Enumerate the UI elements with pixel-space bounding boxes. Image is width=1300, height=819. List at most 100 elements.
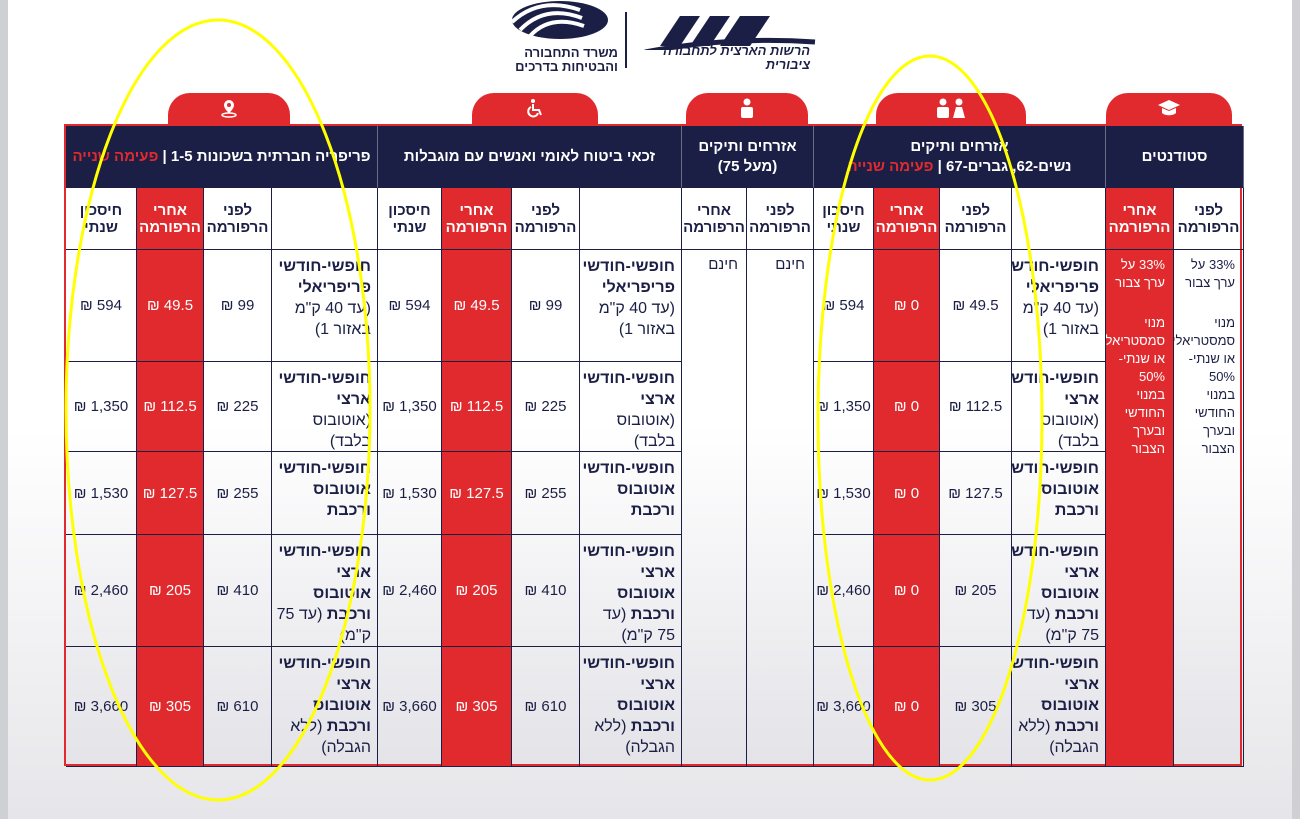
price-before: ₪ 205 <box>940 535 1012 647</box>
price-savings: ₪ 1,530 <box>814 452 874 535</box>
column-header-before: לפני הרפורמה <box>1174 188 1244 250</box>
price-before: ₪ 225 <box>204 362 272 452</box>
note-paragraph: מנוי סמסטריאלי או שנתי- 50% במנוי החודשי… <box>1106 315 1165 456</box>
column-header-savings: חיסכון שנתי <box>814 188 874 250</box>
row-label-bold: חופשי-חודשי ארצי אוטובוס ורכבת <box>1012 543 1099 623</box>
price-after: ₪ 205 <box>137 535 204 647</box>
row-label-note: (עד 40 ק"מ באזור 1) <box>598 300 675 338</box>
price-before: ₪ 99 <box>512 250 580 362</box>
column-header-before: לפני הרפורמה <box>204 188 272 250</box>
senior-person-icon <box>739 98 755 123</box>
column-header-text: חיסכון שנתי <box>388 201 431 236</box>
price-before: ₪ 49.5 <box>940 250 1012 362</box>
row-label-bold: חופשי-חודשי ארצי <box>582 370 675 408</box>
group-tab <box>876 93 1026 127</box>
note-paragraph: 33% על ערך צבור <box>1115 257 1165 290</box>
student-before-note: 33% על ערך צבור מנוי סמסטריאלי או שנתי- 5… <box>1174 250 1244 767</box>
group-header: סטודנטים <box>1106 126 1244 188</box>
column-header-before: לפני הרפורמה <box>747 188 814 250</box>
column-header-empty <box>1012 188 1106 250</box>
phase-label: פעימה שנייה <box>847 157 934 175</box>
column-header-text: לפני הרפורמה <box>514 201 577 236</box>
price-after: ₪ 49.5 <box>442 250 512 362</box>
column-header-text: לפני הרפורמה <box>749 201 811 236</box>
price-after: ₪ 127.5 <box>442 452 512 535</box>
price-after: ₪ 305 <box>137 647 204 767</box>
price-savings: ₪ 3,660 <box>378 647 442 767</box>
row-label: חופשי-חודשי אוטובוס ורכבת <box>580 452 682 535</box>
group-tab <box>472 93 598 127</box>
ministry-logo-icon <box>510 1 608 39</box>
column-header-text: חיסכון שנתי <box>79 201 123 236</box>
authority-name: הרשות הארצית לתחבורה ציבורית <box>662 43 810 72</box>
phase-label: פעימה שנייה <box>72 147 159 165</box>
left-edge <box>0 0 8 819</box>
authority-logo-icon <box>644 16 816 50</box>
row-label-note: (עד 40 ק"מ באזור 1) <box>294 300 371 338</box>
row-label-note: (אוטובוס בלבד) <box>312 412 371 450</box>
row-label: חופשי-חודשי ארצי אוטובוס ורכבת (עד 75 ק"… <box>272 535 378 647</box>
price-savings: ₪ 594 <box>66 250 137 362</box>
row-label: חופשי-חודשי ארצי (אוטובוס בלבד) <box>272 362 378 452</box>
price-before: ₪ 99 <box>204 250 272 362</box>
price-after: ₪ 127.5 <box>137 452 204 535</box>
row-label-bold: חופשי-חודשי אוטובוס ורכבת <box>1012 460 1099 519</box>
price-after: ₪ 49.5 <box>137 250 204 362</box>
row-label-note: (אוטובוס בלבד) <box>616 412 675 450</box>
price-savings: ₪ 3,660 <box>66 647 137 767</box>
group-subtitle: נשים-62, גברים-67 <box>946 157 1072 175</box>
price-before: ₪ 255 <box>512 452 580 535</box>
price-savings: ₪ 594 <box>378 250 442 362</box>
row-label: חופשי-חודשי אוטובוס ורכבת <box>272 452 378 535</box>
price-savings: ₪ 1,350 <box>66 362 137 452</box>
row-label: חופשי-חודשי ארצי אוטובוס ורכבת (ללא הגבל… <box>1012 647 1106 767</box>
price-savings: ₪ 1,350 <box>378 362 442 452</box>
right-edge <box>1292 0 1300 819</box>
row-label: חופשי-חודשי ארצי אוטובוס ורכבת (עד 75 ק"… <box>580 535 682 647</box>
column-header-empty <box>272 188 378 250</box>
column-header-text: חיסכון שנתי <box>822 201 865 236</box>
price-savings: ₪ 2,460 <box>66 535 137 647</box>
row-label-bold: חופשי-חודשי אוטובוס ורכבת <box>582 460 675 519</box>
row-label: חופשי-חודשי פריפריאלי (עד 40 ק"מ באזור 1… <box>1012 250 1106 362</box>
location-pin-icon <box>220 98 238 123</box>
column-header-text: אחרי הרפורמה <box>445 201 508 236</box>
price-savings: ₪ 594 <box>814 250 874 362</box>
column-header-text: אחרי הרפורמה <box>683 201 745 236</box>
header-line: פריפריה חברתית בשכונות 1-5 | פעימה שנייה <box>72 147 371 165</box>
logo-divider <box>625 12 627 68</box>
group-tab <box>1106 93 1232 127</box>
price-before: ₪ 610 <box>204 647 272 767</box>
group-title: אזרחים ותיקים <box>698 137 797 155</box>
price-after: ₪ 112.5 <box>137 362 204 452</box>
group-header: זכאי ביטוח לאומי ואנשים עם מוגבלות <box>378 126 682 188</box>
price-before: ₪ 127.5 <box>940 452 1012 535</box>
row-label: חופשי-חודשי פריפריאלי (עד 40 ק"מ באזור 1… <box>580 250 682 362</box>
price-before: ₪ 255 <box>204 452 272 535</box>
price-before: ₪ 305 <box>940 647 1012 767</box>
note-paragraph: 33% על ערך צבור <box>1185 257 1235 290</box>
senior-couple-icon <box>934 98 968 123</box>
row-label-note: (ללא הגבלה) <box>594 718 675 756</box>
row-label-bold: חופשי-חודשי ארצי <box>278 370 371 408</box>
row-label: חופשי-חודשי ארצי (אוטובוס בלבד) <box>1012 362 1106 452</box>
price-savings: ₪ 1,350 <box>814 362 874 452</box>
row-label-bold: חופשי-חודשי ארצי אוטובוס ורכבת <box>582 543 675 623</box>
column-header-after: אחרי הרפורמה <box>137 188 204 250</box>
group-header: אזרחים ותיקים (מעל 75) <box>682 126 814 188</box>
row-label: חופשי-חודשי ארצי אוטובוס ורכבת (ללא הגבל… <box>580 647 682 767</box>
row-label: חופשי-חודשי אוטובוס ורכבת <box>1012 452 1106 535</box>
group-title: סטודנטים <box>1141 147 1208 165</box>
price-after: ₪ 0 <box>874 647 940 767</box>
column-header-text: אחרי הרפורמה <box>1108 201 1171 236</box>
price-after: ₪ 205 <box>442 535 512 647</box>
price-after: ₪ 305 <box>442 647 512 767</box>
column-header-text: לפני הרפורמה <box>1177 201 1240 236</box>
price-after: ₪ 0 <box>874 362 940 452</box>
price-after: ₪ 0 <box>874 535 940 647</box>
price-before: ₪ 410 <box>512 535 580 647</box>
price-before: ₪ 410 <box>204 535 272 647</box>
group-tab <box>686 93 808 127</box>
price-before: ₪ 225 <box>512 362 580 452</box>
row-label-bold: חופשי-חודשי פריפריאלי <box>582 258 675 296</box>
